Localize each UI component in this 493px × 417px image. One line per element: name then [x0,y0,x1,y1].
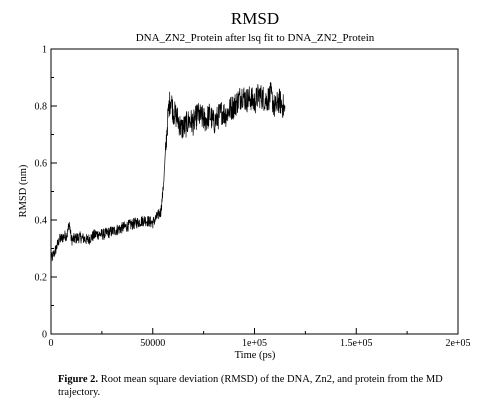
caption-text: Root mean square deviation (RMSD) of the… [58,374,443,398]
rmsd-series-line [50,82,286,262]
y-axis-label: RMSD (nm) [18,164,29,217]
x-tick-label: 0 [49,338,54,349]
figure-caption: Figure 2. Root mean square deviation (RM… [58,373,478,399]
y-tick-label: 1 [42,45,47,56]
series-layer [50,82,286,262]
x-tick-label: 1e+05 [242,338,267,349]
chart-title: RMSD [231,9,279,28]
x-tick-label: 50000 [140,338,165,349]
y-tick-label: 0.8 [35,102,48,113]
y-tick-label: 0 [42,330,47,341]
y-tick-label: 0.4 [35,216,48,227]
caption-label: Figure 2. [58,374,99,385]
x-tick-label: 1.5e+05 [340,338,373,349]
x-tick-label: 2e+05 [445,338,470,349]
x-axis-label: Time (ps) [235,350,276,361]
chart-subtitle: DNA_ZN2_Protein after lsq fit to DNA_ZN2… [136,32,375,44]
y-tick-label: 0.6 [35,159,48,170]
plot-frame [50,48,459,335]
y-tick-label: 0.2 [35,273,48,284]
